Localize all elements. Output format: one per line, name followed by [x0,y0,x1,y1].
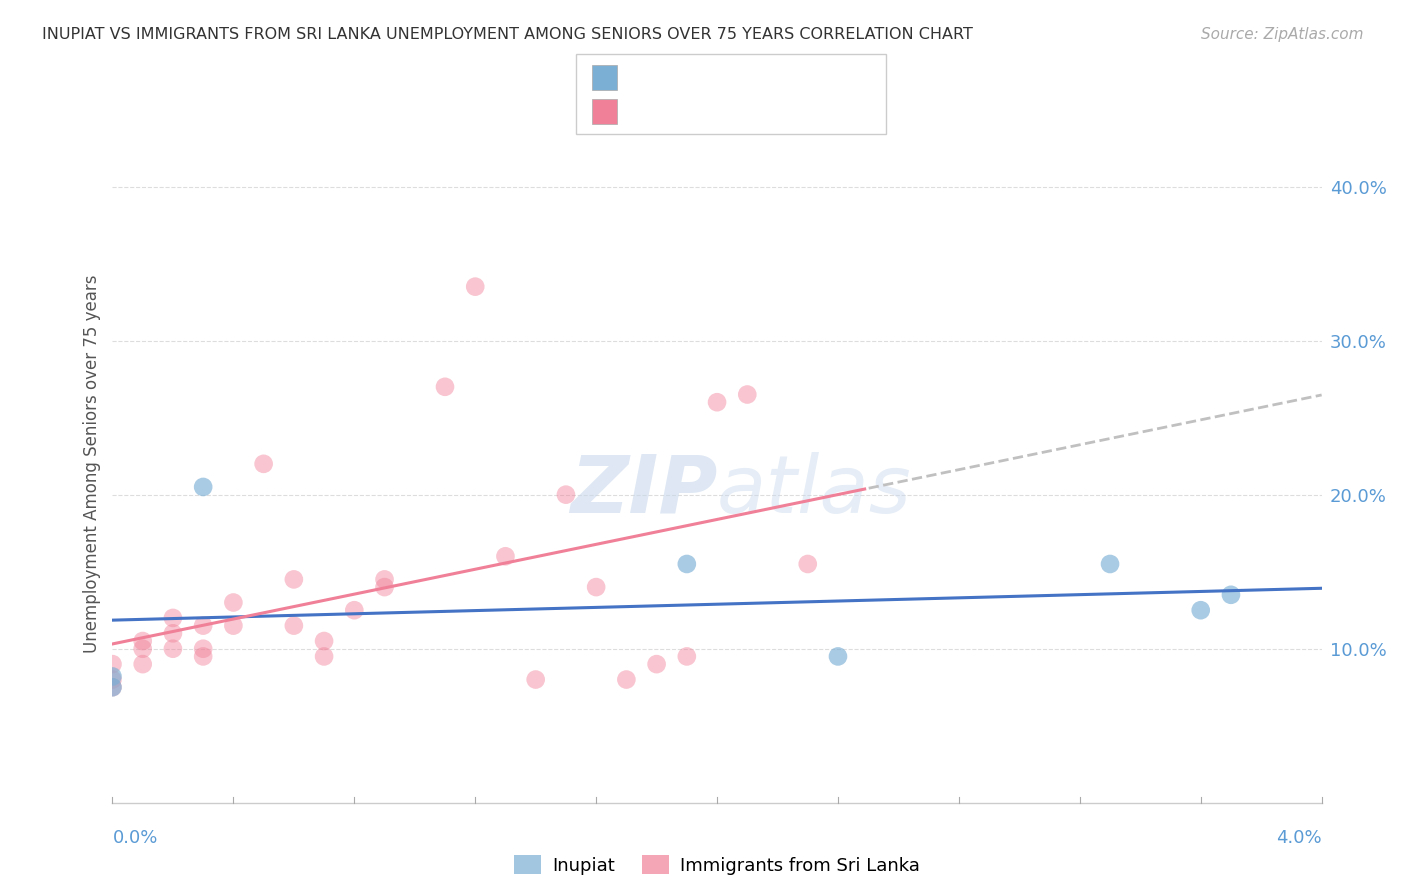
Point [645,657,668,672]
Point [495,549,517,564]
Point [585,580,607,594]
Point [253,457,276,471]
Point [101,680,124,694]
Point [162,611,184,625]
Point [191,618,215,632]
Text: 0.0%: 0.0% [112,830,157,847]
Point [101,669,124,683]
Point [616,673,638,687]
Point [827,649,849,664]
Point [132,657,155,672]
Point [796,557,818,571]
Text: atlas: atlas [717,452,912,530]
Text: ZIP: ZIP [569,452,717,530]
Point [191,649,215,664]
Y-axis label: Unemployment Among Seniors over 75 years: Unemployment Among Seniors over 75 years [83,275,101,653]
Point [433,380,456,394]
Point [524,673,547,687]
Text: R =  0.294  N = 34: R = 0.294 N = 34 [626,104,799,120]
Point [283,618,305,632]
Point [554,488,576,502]
Text: R = -0.226  N =  8: R = -0.226 N = 8 [626,72,799,87]
Point [312,649,335,664]
Point [101,673,124,687]
Point [222,618,245,632]
Text: INUPIAT VS IMMIGRANTS FROM SRI LANKA UNEMPLOYMENT AMONG SENIORS OVER 75 YEARS CO: INUPIAT VS IMMIGRANTS FROM SRI LANKA UNE… [42,27,973,42]
Point [191,641,215,656]
Text: Source: ZipAtlas.com: Source: ZipAtlas.com [1201,27,1364,42]
Point [373,580,396,594]
Point [464,279,486,293]
Point [1098,557,1121,571]
Point [132,634,155,648]
Point [162,641,184,656]
Point [737,387,759,401]
Point [343,603,366,617]
Point [162,626,184,640]
Legend: Inupiat, Immigrants from Sri Lanka: Inupiat, Immigrants from Sri Lanka [508,848,927,882]
Text: 4.0%: 4.0% [1277,830,1322,847]
Point [222,595,245,609]
Point [283,573,305,587]
Point [1189,603,1212,617]
Point [101,657,124,672]
Point [312,634,335,648]
Point [101,680,124,694]
Point [132,641,155,656]
Point [675,649,697,664]
Point [191,480,215,494]
Point [706,395,728,409]
Point [373,573,396,587]
Point [1219,588,1241,602]
Point [675,557,697,571]
